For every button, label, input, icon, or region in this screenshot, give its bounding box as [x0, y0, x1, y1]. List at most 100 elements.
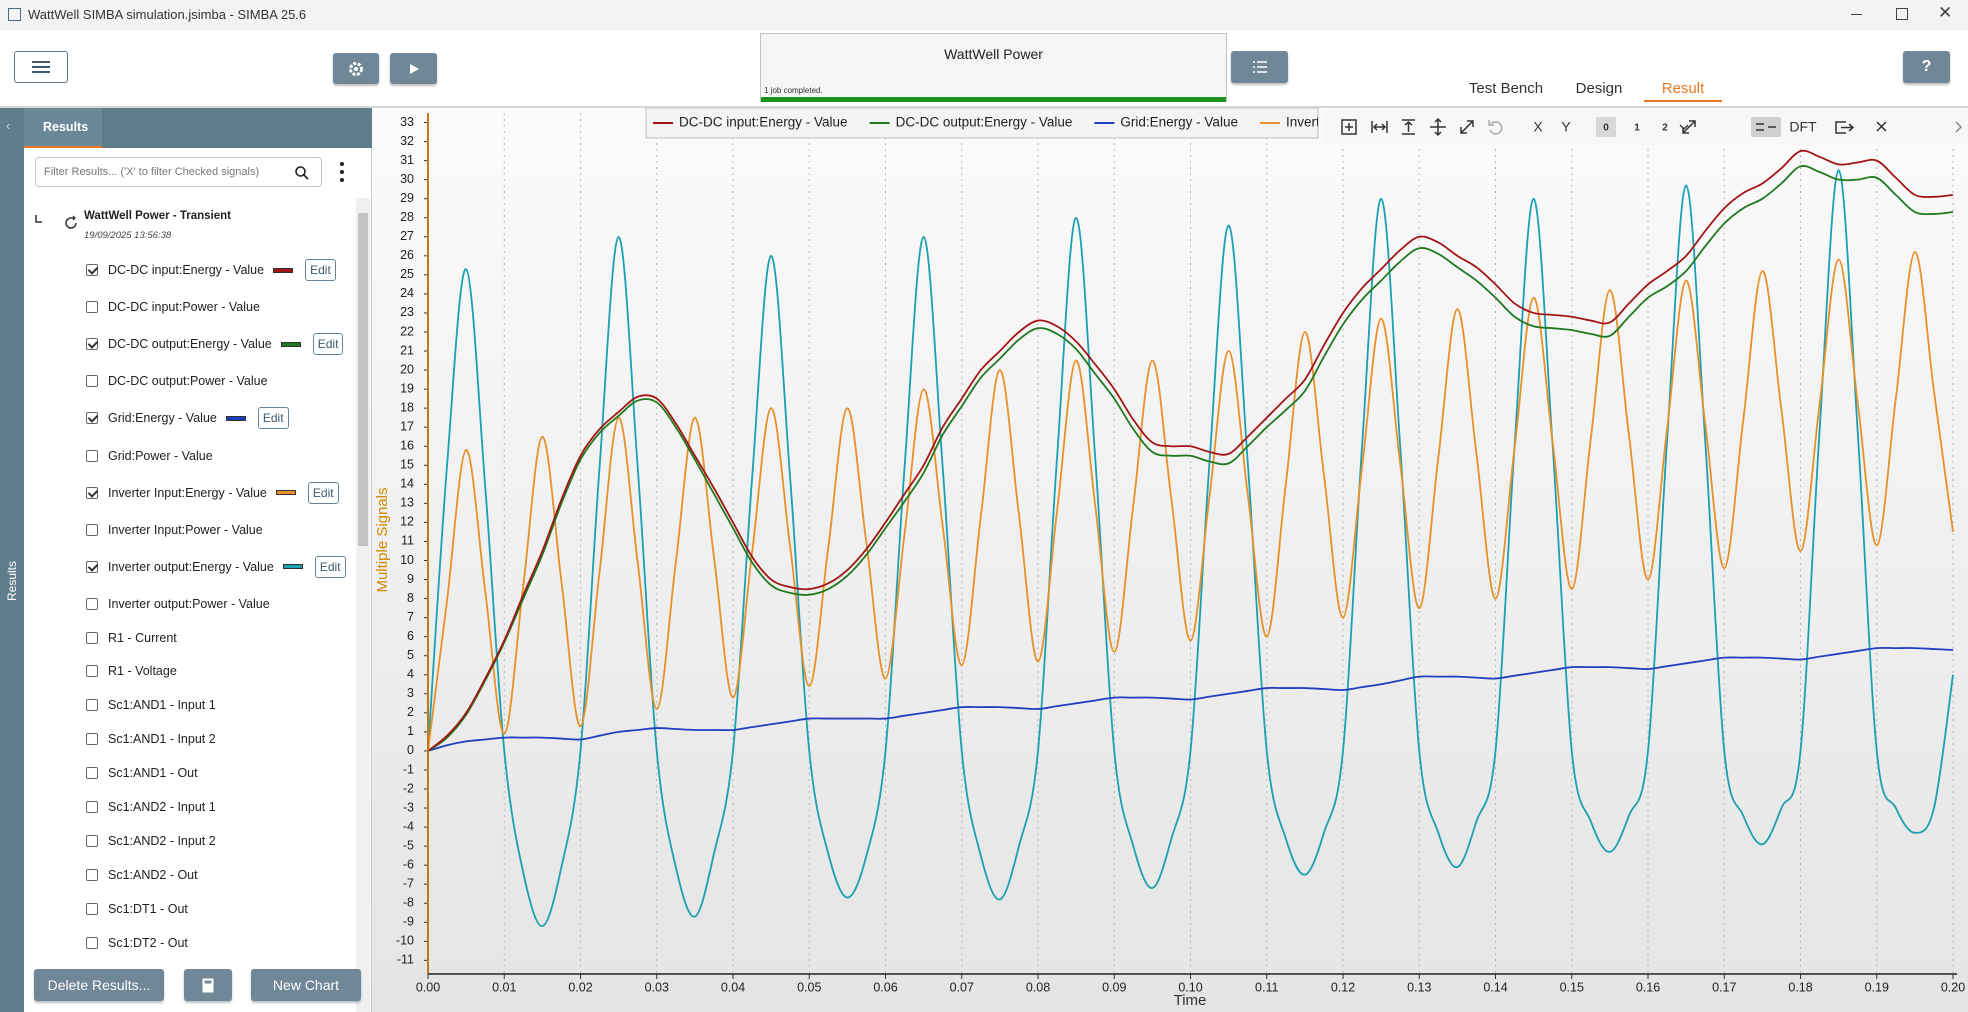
jobs-list-button[interactable] [1231, 51, 1288, 83]
scrollbar[interactable] [356, 198, 370, 1012]
checkbox[interactable] [86, 264, 98, 276]
checkbox[interactable] [86, 834, 98, 847]
checkbox[interactable] [86, 560, 98, 573]
tab[interactable]: Test Bench [1468, 80, 1544, 97]
signal-row[interactable]: Sc1:DT2 - Out [86, 930, 188, 956]
toolbar-toggle[interactable]: DFT [1789, 119, 1817, 135]
y-tick-label: -4 [403, 819, 414, 833]
zoom-y-button[interactable] [1402, 119, 1415, 135]
signal-row[interactable]: Grid:Energy - Value Edit [86, 405, 289, 431]
signal-row[interactable]: DC-DC input:Energy - Value Edit [86, 257, 336, 283]
tree-result-name[interactable]: WattWell Power - Transient [84, 210, 231, 222]
delete-results-button[interactable]: Delete Results... [34, 969, 164, 1001]
expand-button[interactable] [1682, 120, 1696, 134]
undo-button[interactable] [1488, 120, 1503, 135]
job-panel[interactable]: WattWell Power 1 job completed. [760, 33, 1227, 102]
y-tick-label: 5 [407, 648, 414, 662]
y-tick-label: 9 [407, 572, 414, 586]
checkbox[interactable] [86, 523, 98, 536]
minimize-button[interactable] [1851, 14, 1862, 15]
checkbox[interactable] [86, 338, 98, 351]
signal-row[interactable]: R1 - Current [86, 625, 177, 651]
signal-name: Sc1:AND1 - Input 2 [108, 732, 216, 747]
y-tick-label: 11 [401, 534, 414, 548]
edit-button[interactable]: Edit [314, 555, 346, 578]
signal-row[interactable]: Sc1:AND2 - Out [86, 862, 198, 888]
signal-row[interactable]: Inverter Input:Power - Value [86, 517, 263, 543]
checkbox[interactable] [86, 665, 98, 678]
checkbox[interactable] [86, 597, 98, 610]
legend-label: Grid:Energy - Value [1120, 115, 1238, 130]
new-chart-button[interactable]: New Chart [251, 969, 361, 1001]
signal-row[interactable]: Sc1:AND2 - Input 1 [86, 794, 216, 820]
signal-row[interactable]: Sc1:AND1 - Input 1 [86, 692, 216, 718]
tab[interactable]: Design [1575, 80, 1623, 97]
scroll-thumb[interactable] [358, 213, 368, 546]
signal-row[interactable]: Sc1:AND2 - Input 2 [86, 828, 216, 854]
signal-row[interactable]: Sc1:DT1 - Out [86, 896, 188, 922]
list-icon [1252, 61, 1267, 73]
checkbox[interactable] [86, 801, 98, 813]
checkbox[interactable] [86, 301, 98, 314]
toolbar-toggle[interactable]: X [1533, 119, 1543, 135]
close-button[interactable]: ✕ [1938, 3, 1953, 22]
tab-active[interactable]: Result [1661, 80, 1705, 97]
signal-row[interactable]: DC-DC output:Energy - Value Edit [86, 331, 344, 357]
signal-row[interactable]: Inverter Input:Energy - Value Edit [86, 480, 339, 506]
checkbox[interactable] [86, 868, 98, 881]
tree-toggle[interactable] [34, 214, 44, 224]
export-button[interactable] [1835, 121, 1855, 134]
y-tick-label: 12 [400, 515, 414, 529]
edit-button[interactable]: Edit [307, 481, 339, 504]
toolbar-toggle[interactable]: 2 [1662, 123, 1668, 134]
pan-button[interactable] [1430, 117, 1446, 137]
edit-button[interactable]: Edit [312, 333, 344, 356]
checkbox[interactable] [86, 631, 98, 644]
filter-input[interactable]: Filter Results... ('X' to filter Checked… [35, 157, 322, 187]
signal-row[interactable]: Grid:Power - Value [86, 443, 213, 469]
signal-row[interactable]: Inverter output:Energy - Value Edit [86, 554, 346, 580]
run-button[interactable] [390, 53, 437, 84]
checkbox[interactable] [86, 936, 98, 949]
x-axis-title: Time [1174, 992, 1207, 1009]
checkbox[interactable] [86, 375, 98, 388]
checkbox[interactable] [86, 902, 98, 915]
signal-row[interactable]: Sc1:AND1 - Out [86, 760, 198, 786]
collapse-chevron[interactable]: ‹ [6, 118, 11, 133]
toolbar-toggle[interactable]: 1 [1634, 123, 1640, 134]
close-chart-button[interactable] [1876, 121, 1887, 132]
more-button[interactable] [336, 160, 348, 184]
help-button[interactable]: ? [1903, 51, 1950, 83]
signal-row[interactable]: Sc1:AND1 - Input 2 [86, 726, 216, 752]
signal-row[interactable]: Inverter output:Power - Value [86, 591, 270, 617]
checkbox[interactable] [86, 486, 98, 499]
active-toggle[interactable] [1751, 117, 1781, 137]
y-tick-label: 19 [400, 381, 414, 395]
zoom-box-button[interactable] [1341, 119, 1357, 135]
panel-tab[interactable]: Results [24, 108, 102, 148]
edit-button[interactable]: Edit [305, 259, 336, 281]
active-toggle[interactable] [1596, 117, 1616, 137]
toolbar-toggle[interactable]: Y [1561, 119, 1571, 135]
signal-row[interactable]: DC-DC output:Power - Value [86, 368, 268, 394]
menu-button[interactable] [14, 51, 68, 83]
signal-row[interactable]: DC-DC input:Power - Value [86, 294, 260, 320]
checkbox[interactable] [86, 767, 98, 780]
dropdown-chevron[interactable] [1679, 124, 1689, 130]
calculator-button[interactable] [184, 969, 232, 1001]
toolbar-more[interactable] [1955, 121, 1963, 133]
zoom-x-button[interactable] [1371, 121, 1388, 133]
fit-button[interactable] [1460, 120, 1474, 134]
maximize-button[interactable] [1896, 8, 1908, 20]
checkbox[interactable] [86, 733, 98, 746]
signal-row[interactable]: R1 - Voltage [86, 658, 177, 684]
settings-button[interactable] [333, 53, 379, 84]
checkbox[interactable] [86, 449, 98, 462]
checkbox[interactable] [86, 412, 98, 425]
toolbar-toggle[interactable]: 0 [1603, 123, 1609, 134]
x-tick-label: 0.11 [1255, 980, 1278, 994]
side-strip[interactable]: ‹ Results [0, 108, 24, 1012]
checkbox[interactable] [86, 699, 98, 712]
refresh-icon[interactable] [63, 215, 79, 231]
edit-button[interactable]: Edit [257, 407, 289, 430]
